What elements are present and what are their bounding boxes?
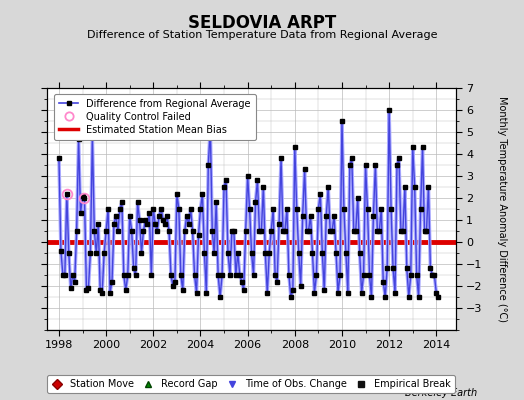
Text: SELDOVIA ARPT: SELDOVIA ARPT [188, 14, 336, 32]
Legend: Difference from Regional Average, Quality Control Failed, Estimated Station Mean: Difference from Regional Average, Qualit… [54, 94, 256, 140]
Text: Berkeley Earth: Berkeley Earth [405, 388, 477, 398]
Y-axis label: Monthly Temperature Anomaly Difference (°C): Monthly Temperature Anomaly Difference (… [497, 96, 507, 322]
Legend: Station Move, Record Gap, Time of Obs. Change, Empirical Break: Station Move, Record Gap, Time of Obs. C… [47, 375, 455, 393]
Text: Difference of Station Temperature Data from Regional Average: Difference of Station Temperature Data f… [87, 30, 437, 40]
